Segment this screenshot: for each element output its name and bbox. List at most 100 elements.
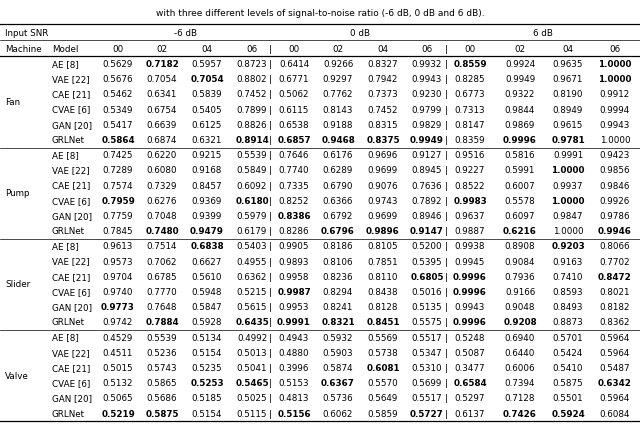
Text: |: | (269, 242, 271, 251)
Text: 0.8315: 0.8315 (368, 120, 398, 129)
Text: 0.5874: 0.5874 (323, 363, 353, 372)
Text: 0.5649: 0.5649 (368, 393, 398, 402)
Text: 0.7759: 0.7759 (102, 212, 133, 221)
Text: 0.5135: 0.5135 (412, 302, 442, 311)
Text: 0.6838: 0.6838 (190, 242, 224, 251)
Text: -6 dB: -6 dB (173, 28, 196, 37)
Text: 0.9943: 0.9943 (455, 302, 485, 311)
Text: 0.5517: 0.5517 (412, 393, 442, 402)
Text: 0.8252: 0.8252 (279, 197, 309, 205)
Text: 0.7054: 0.7054 (147, 75, 177, 84)
Text: |: | (445, 227, 447, 236)
Text: 0.6627: 0.6627 (192, 257, 222, 266)
Text: 0.6125: 0.6125 (192, 120, 222, 129)
Text: |: | (269, 257, 271, 266)
Text: 0.5134: 0.5134 (192, 333, 222, 342)
Text: 0.8802: 0.8802 (237, 75, 268, 84)
Text: 0.9946: 0.9946 (598, 227, 632, 236)
Text: 0.6220: 0.6220 (147, 151, 177, 160)
Text: 0.7452: 0.7452 (368, 105, 398, 114)
Text: 0.8186: 0.8186 (323, 242, 353, 251)
Text: Fan: Fan (5, 98, 20, 107)
Text: Model: Model (52, 44, 78, 53)
Text: 0.7480: 0.7480 (145, 227, 179, 236)
Text: 0.5025: 0.5025 (237, 393, 268, 402)
Text: 04: 04 (563, 44, 573, 53)
Text: |: | (269, 227, 271, 236)
Text: 0.7648: 0.7648 (147, 302, 177, 311)
Text: 0.6366: 0.6366 (323, 197, 353, 205)
Text: |: | (269, 333, 271, 342)
Text: 0.9203: 0.9203 (551, 242, 585, 251)
Text: 0.5501: 0.5501 (553, 393, 583, 402)
Text: 0.8493: 0.8493 (553, 302, 583, 311)
Text: 0.5424: 0.5424 (553, 348, 583, 357)
Text: 0.7452: 0.7452 (237, 90, 268, 99)
Text: 0.9635: 0.9635 (553, 60, 583, 69)
Text: 0.6084: 0.6084 (600, 408, 630, 418)
Text: |: | (269, 90, 271, 99)
Text: 0.7702: 0.7702 (600, 257, 630, 266)
Text: AE [8]: AE [8] (52, 60, 79, 69)
Text: 0.6805: 0.6805 (410, 272, 444, 281)
Text: GRLNet: GRLNet (52, 318, 85, 327)
Text: 0.9704: 0.9704 (103, 272, 133, 281)
Text: |: | (269, 181, 271, 190)
Text: GAN [20]: GAN [20] (52, 302, 92, 311)
Text: |: | (269, 136, 271, 144)
Text: Valve: Valve (5, 371, 29, 380)
Text: 0.9846: 0.9846 (600, 181, 630, 190)
Text: 0.5569: 0.5569 (368, 333, 398, 342)
Text: 0.9996: 0.9996 (453, 287, 487, 296)
Text: 0.6097: 0.6097 (505, 212, 535, 221)
Text: |: | (269, 197, 271, 205)
Text: 0.5235: 0.5235 (192, 363, 222, 372)
Text: GAN [20]: GAN [20] (52, 212, 92, 221)
Text: |: | (269, 378, 271, 387)
Text: 0.5727: 0.5727 (410, 408, 444, 418)
Text: 0.9994: 0.9994 (600, 105, 630, 114)
Text: 0.9699: 0.9699 (368, 212, 398, 221)
Text: |: | (269, 212, 271, 221)
Text: 0.7289: 0.7289 (103, 166, 133, 175)
Text: |: | (445, 166, 447, 175)
Text: 0.8559: 0.8559 (453, 60, 487, 69)
Text: 0.5013: 0.5013 (237, 348, 268, 357)
Text: 0.5539: 0.5539 (147, 333, 177, 342)
Text: with three different levels of signal-to-noise ratio (-6 dB, 0 dB and 6 dB).: with three different levels of signal-to… (156, 9, 484, 18)
Text: 0.7899: 0.7899 (237, 105, 268, 114)
Text: 0.4943: 0.4943 (279, 333, 309, 342)
Text: 0.5875: 0.5875 (145, 408, 179, 418)
Text: 0.3996: 0.3996 (279, 363, 309, 372)
Text: 0.7062: 0.7062 (147, 257, 177, 266)
Text: 0.3477: 0.3477 (454, 363, 485, 372)
Text: 0.5349: 0.5349 (103, 105, 133, 114)
Text: 0.8873: 0.8873 (552, 318, 584, 327)
Text: 0.9937: 0.9937 (553, 181, 583, 190)
Text: 0.9479: 0.9479 (190, 227, 224, 236)
Text: GAN [20]: GAN [20] (52, 120, 92, 129)
Text: 0.5615: 0.5615 (237, 302, 268, 311)
Text: 0.9671: 0.9671 (553, 75, 583, 84)
Text: |: | (445, 287, 447, 296)
Text: 0.5215: 0.5215 (237, 287, 268, 296)
Text: |: | (269, 408, 271, 418)
Text: 0.7770: 0.7770 (147, 287, 177, 296)
Text: 0.6081: 0.6081 (366, 363, 400, 372)
Text: 0.9893: 0.9893 (279, 257, 309, 266)
Text: 0.7182: 0.7182 (145, 60, 179, 69)
Text: 0.5403: 0.5403 (237, 242, 268, 251)
Text: 1.0000: 1.0000 (551, 197, 585, 205)
Text: 0.6754: 0.6754 (147, 105, 177, 114)
Text: 0.7762: 0.7762 (323, 90, 353, 99)
Text: 0.5859: 0.5859 (368, 408, 398, 418)
Text: |: | (445, 257, 447, 266)
Text: 0.9829: 0.9829 (412, 120, 442, 129)
Text: 0.8457: 0.8457 (192, 181, 222, 190)
Text: 0.9799: 0.9799 (412, 105, 442, 114)
Text: 6 dB: 6 dB (532, 28, 552, 37)
Text: 02: 02 (332, 44, 344, 53)
Text: 0.7410: 0.7410 (553, 272, 583, 281)
Text: 0.4955: 0.4955 (237, 257, 268, 266)
Text: 0.5115: 0.5115 (237, 408, 268, 418)
